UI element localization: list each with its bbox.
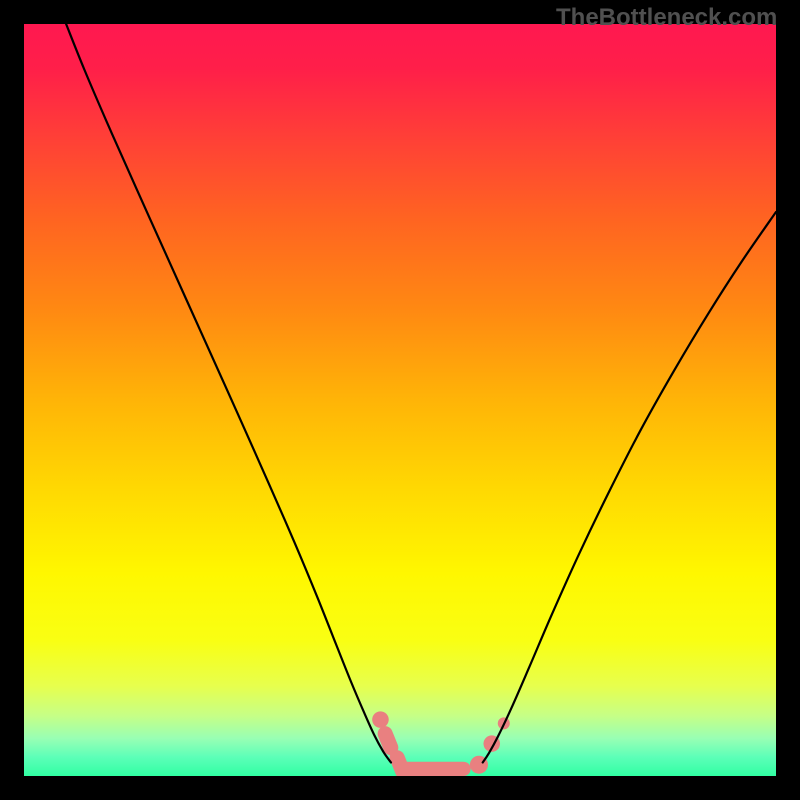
chart-frame: TheBottleneck.com (0, 0, 800, 800)
bottleneck-chart (0, 0, 800, 800)
